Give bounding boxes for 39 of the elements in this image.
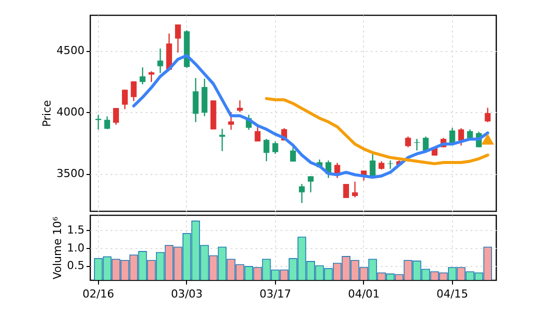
candlestick	[308, 176, 314, 193]
candlestick	[157, 48, 164, 74]
candlestick	[387, 160, 394, 170]
candlestick	[458, 128, 464, 146]
candlestick	[130, 80, 137, 102]
candlestick	[175, 24, 181, 54]
y-axis-title: Volume 10⁶	[51, 216, 64, 280]
x-tick-label: 03/03	[170, 288, 203, 300]
candlestick	[122, 89, 128, 110]
candlestick	[264, 138, 270, 162]
candlestick	[484, 107, 491, 123]
y-tick-label: 1.0	[67, 241, 84, 254]
candlestick	[104, 116, 110, 130]
candlestick	[272, 140, 278, 154]
y-tick-label: 1.5	[67, 224, 84, 236]
x-tick-label: 04/15	[436, 288, 468, 300]
x-tick-label: 04/01	[348, 288, 380, 300]
candlestick	[414, 138, 420, 152]
line-series	[264, 97, 490, 166]
candlestick	[113, 107, 119, 126]
candlestick	[290, 146, 296, 162]
candlestick	[405, 136, 411, 148]
candlestick	[192, 77, 199, 123]
candlestick	[228, 111, 234, 130]
candlestick	[352, 181, 358, 198]
y-axis-title: Price	[40, 100, 54, 127]
candlestick	[298, 183, 305, 204]
x-tick-label: 03/17	[259, 288, 292, 300]
candlestick	[140, 66, 146, 85]
candlestick	[449, 127, 456, 144]
y-tick-label: 4000	[56, 106, 84, 119]
y-tick-label: 3500	[56, 167, 84, 180]
candlestick	[219, 128, 226, 152]
candlestick	[343, 183, 350, 199]
x-tick-label: 02/16	[82, 288, 114, 300]
y-tick-label: 4500	[56, 44, 84, 58]
candlestick	[370, 153, 376, 177]
y-tick-label: 0.5	[67, 259, 84, 272]
candlestick	[254, 126, 261, 142]
